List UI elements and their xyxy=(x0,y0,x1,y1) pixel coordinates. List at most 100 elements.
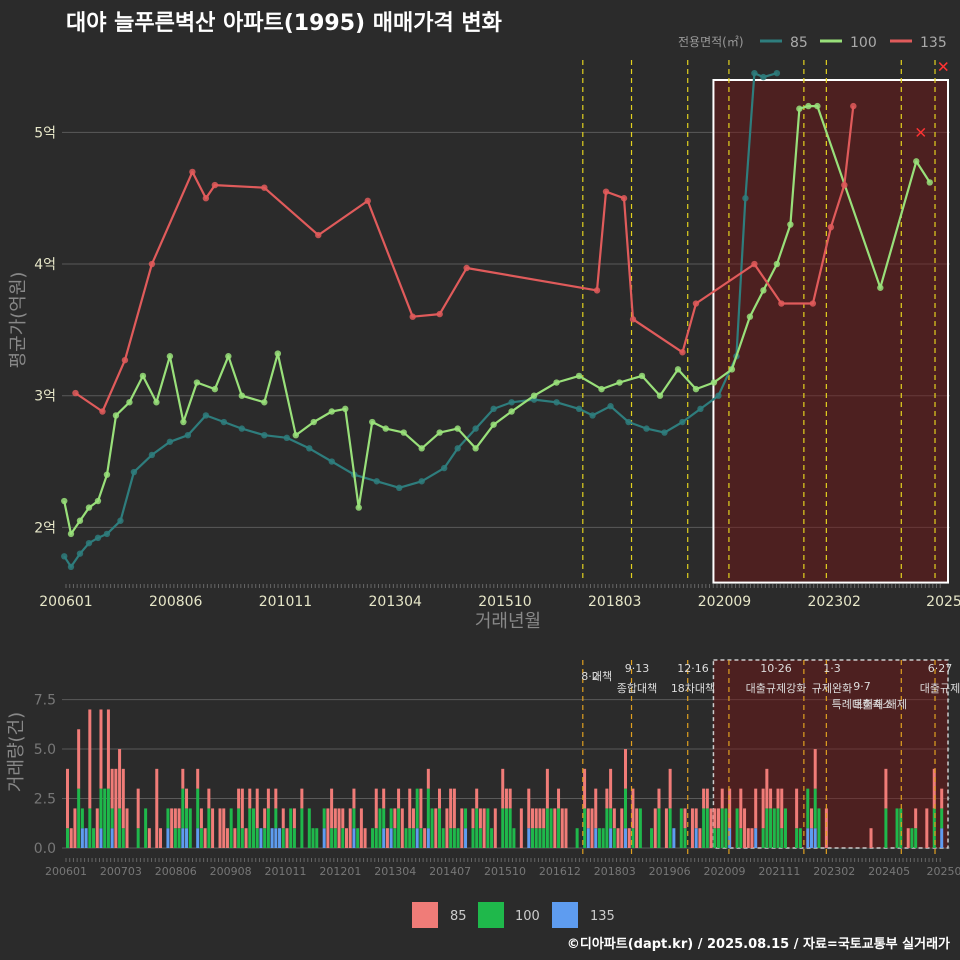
volume-bar-85 xyxy=(664,808,668,848)
volume-bar-85 xyxy=(538,808,542,829)
volume-bar-100 xyxy=(542,828,546,848)
volume-bar-85 xyxy=(653,808,657,848)
volume-bar-100 xyxy=(452,828,456,848)
top-grid xyxy=(62,131,950,528)
point-85-17 xyxy=(328,458,335,465)
volume-bar-85 xyxy=(147,828,151,848)
volume-bar-85 xyxy=(754,788,758,829)
volume-bar-85 xyxy=(170,808,174,848)
volume-bar-100 xyxy=(322,808,326,829)
volume-bar-135 xyxy=(754,828,758,848)
volume-bar-100 xyxy=(705,808,709,848)
volume-bar-100 xyxy=(438,808,441,848)
footer-credit: ©디아파트(dapt.kr) / 2025.08.15 / 자료=국토교통부 실… xyxy=(567,936,950,952)
point-135-11 xyxy=(436,310,443,318)
volume-bar-100 xyxy=(441,828,445,848)
volume-bar-85 xyxy=(657,788,661,809)
policy-label-date-3: 10·26 xyxy=(760,662,792,675)
series-line-85 xyxy=(63,72,778,568)
point-100-8 xyxy=(139,372,147,380)
point-100-33 xyxy=(553,379,560,386)
point-135-19 xyxy=(751,260,758,268)
volume-bar-85 xyxy=(527,788,531,829)
point-85-14 xyxy=(261,431,268,439)
point-135-3 xyxy=(148,260,156,268)
volume-bar-135 xyxy=(382,828,386,848)
point-135-14 xyxy=(602,188,610,195)
volume-bar-100 xyxy=(248,808,252,848)
volume-x-tick-16: 20250 xyxy=(927,865,960,878)
volume-bar-85 xyxy=(326,808,330,848)
volume-bar-100 xyxy=(77,788,81,848)
volume-bar-100 xyxy=(776,808,780,848)
volume-bar-85 xyxy=(501,768,505,809)
volume-bar-100 xyxy=(415,788,419,829)
point-100-51 xyxy=(913,158,920,165)
point-100-45 xyxy=(773,260,781,268)
volume-bar-85 xyxy=(203,828,207,848)
point-100-2 xyxy=(76,517,84,524)
volume-bar-135 xyxy=(185,828,189,848)
volume-bar-85 xyxy=(553,808,557,848)
policy-label-date-7: 6·27 xyxy=(928,662,953,675)
legend-label-85: 85 xyxy=(790,35,808,51)
volume-bar-85 xyxy=(590,808,594,848)
point-85-29 xyxy=(575,405,583,413)
volume-bar-135 xyxy=(166,828,170,848)
volume-bar-100 xyxy=(289,808,293,848)
point-100-41 xyxy=(710,379,718,386)
volume-bar-100 xyxy=(899,808,903,848)
volume-bar-100 xyxy=(504,808,508,848)
point-135-10 xyxy=(409,313,416,320)
extra-marker-0 xyxy=(916,127,926,137)
volume-bar-85 xyxy=(300,788,304,809)
volume-x-tick-7: 201407 xyxy=(429,865,471,878)
point-85-25 xyxy=(490,405,497,413)
volume-bar-85 xyxy=(118,749,122,809)
point-85-4 xyxy=(94,534,102,542)
y-tick-2: 4억 xyxy=(34,257,56,273)
legend-label-135: 135 xyxy=(920,35,947,51)
point-135-1 xyxy=(99,408,106,415)
y-axis-title: 평균가(억원) xyxy=(8,272,29,369)
volume-bar-100 xyxy=(408,828,412,848)
volume-bar-100 xyxy=(207,808,211,848)
volume-bar-135 xyxy=(110,828,114,848)
x-tick-1: 200806 xyxy=(149,594,203,610)
policy-lines xyxy=(582,60,936,580)
volume-bar-100 xyxy=(735,808,739,848)
point-85-37 xyxy=(715,392,722,399)
point-100-37 xyxy=(638,372,646,380)
policy-label-text-1: 종합대책 xyxy=(617,682,657,695)
point-85-16 xyxy=(306,445,313,452)
volume-bar-135 xyxy=(181,828,185,848)
volume-bar-85 xyxy=(884,768,888,809)
volume-bar-100 xyxy=(188,808,192,848)
volume-bar-85 xyxy=(940,788,944,809)
point-100-5 xyxy=(103,471,111,478)
volume-bar-100 xyxy=(464,808,468,829)
volume-bar-100 xyxy=(66,828,69,848)
volume-bar-85 xyxy=(475,788,479,809)
volume-bar-100 xyxy=(103,788,107,848)
volume-bar-100 xyxy=(490,828,494,848)
y-tick-3: 5억 xyxy=(34,125,56,141)
volume-bar-85 xyxy=(583,768,587,809)
volume-bar-85 xyxy=(385,828,389,848)
volume-bar-85 xyxy=(348,808,352,848)
price-y-ticks: 2억 3억 4억 5억 xyxy=(34,125,56,536)
volume-bar-85 xyxy=(110,768,114,809)
volume-bar-85 xyxy=(776,788,780,809)
volume-bar-100 xyxy=(240,828,244,848)
volume-bar-135 xyxy=(415,828,419,848)
volume-bars xyxy=(66,709,944,848)
volume-bar-100 xyxy=(486,808,490,848)
volume-bar-135 xyxy=(806,828,810,848)
volume-bar-85 xyxy=(668,768,672,809)
policy-label-text-0: 대책 xyxy=(592,670,612,683)
volume-y-ticks: 0.0 2.5 5.0 7.5 xyxy=(34,693,56,857)
volume-bar-85 xyxy=(728,788,732,829)
volume-bar-85 xyxy=(292,808,296,829)
volume-bar-100 xyxy=(650,828,654,848)
